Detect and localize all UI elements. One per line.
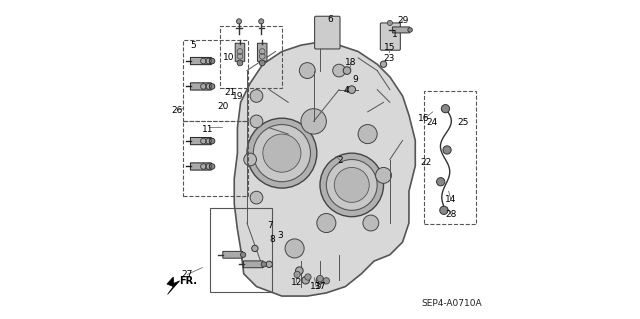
Circle shape [334, 167, 369, 202]
Circle shape [300, 63, 316, 78]
Circle shape [317, 213, 336, 233]
Text: SEP4-A0710A: SEP4-A0710A [421, 299, 482, 308]
Circle shape [376, 167, 392, 183]
Text: 16: 16 [419, 114, 430, 123]
Circle shape [266, 261, 273, 268]
Circle shape [316, 276, 324, 284]
Text: 8: 8 [269, 235, 275, 244]
Circle shape [363, 215, 379, 231]
Circle shape [285, 239, 304, 258]
Circle shape [380, 61, 387, 67]
FancyBboxPatch shape [257, 43, 267, 61]
Text: 19: 19 [232, 92, 243, 101]
Text: 7: 7 [268, 221, 273, 230]
Text: 17: 17 [315, 282, 326, 291]
Circle shape [259, 19, 264, 24]
Text: 28: 28 [445, 210, 456, 219]
FancyBboxPatch shape [191, 163, 211, 170]
FancyBboxPatch shape [191, 57, 211, 65]
Circle shape [333, 64, 346, 77]
Circle shape [408, 28, 412, 32]
Text: 11: 11 [202, 124, 214, 134]
Circle shape [244, 153, 257, 166]
Circle shape [247, 118, 317, 188]
FancyBboxPatch shape [315, 16, 340, 49]
Text: 22: 22 [420, 158, 432, 167]
Circle shape [250, 90, 263, 102]
FancyBboxPatch shape [380, 23, 401, 50]
Text: 27: 27 [182, 270, 193, 279]
Circle shape [263, 134, 301, 172]
Circle shape [443, 146, 451, 154]
Circle shape [436, 178, 445, 186]
Text: 18: 18 [345, 58, 356, 67]
FancyBboxPatch shape [191, 83, 211, 90]
Circle shape [294, 271, 300, 278]
Text: 2: 2 [338, 156, 344, 165]
Text: 20: 20 [218, 102, 229, 111]
Circle shape [320, 153, 383, 217]
Text: 5: 5 [190, 41, 196, 50]
Circle shape [440, 206, 448, 214]
FancyBboxPatch shape [223, 251, 243, 258]
Circle shape [348, 86, 356, 93]
Text: 21: 21 [225, 88, 236, 97]
FancyBboxPatch shape [243, 261, 263, 268]
Circle shape [261, 262, 266, 267]
Text: 26: 26 [172, 106, 183, 115]
Circle shape [237, 60, 243, 66]
Text: FR.: FR. [180, 276, 198, 286]
Circle shape [317, 275, 323, 282]
Circle shape [250, 115, 263, 128]
Circle shape [209, 84, 215, 89]
Circle shape [241, 252, 246, 257]
Circle shape [253, 124, 310, 182]
Circle shape [442, 105, 449, 113]
Text: 3: 3 [277, 231, 283, 240]
Text: 4: 4 [343, 86, 349, 95]
Circle shape [326, 160, 377, 210]
Text: 13: 13 [310, 282, 322, 291]
Circle shape [209, 164, 215, 169]
Circle shape [259, 60, 265, 66]
Circle shape [236, 19, 241, 24]
Text: 10: 10 [223, 53, 235, 62]
Circle shape [343, 67, 351, 74]
Circle shape [302, 276, 310, 284]
Circle shape [323, 278, 330, 284]
Circle shape [301, 109, 326, 134]
Text: 12: 12 [291, 278, 302, 287]
Text: 9: 9 [352, 75, 358, 84]
FancyBboxPatch shape [235, 43, 244, 61]
Circle shape [209, 58, 215, 64]
FancyBboxPatch shape [191, 137, 211, 145]
Polygon shape [234, 42, 415, 296]
Text: 15: 15 [383, 43, 395, 52]
Circle shape [296, 267, 303, 274]
Circle shape [252, 245, 258, 252]
Circle shape [209, 138, 215, 144]
Circle shape [305, 274, 311, 280]
FancyBboxPatch shape [392, 27, 410, 33]
Text: 29: 29 [397, 16, 409, 25]
Circle shape [250, 191, 263, 204]
Text: 23: 23 [383, 54, 395, 63]
Polygon shape [167, 277, 180, 294]
Text: 14: 14 [445, 195, 456, 204]
Circle shape [358, 124, 377, 144]
Text: 6: 6 [328, 15, 333, 24]
Circle shape [387, 20, 392, 26]
Text: 24: 24 [426, 117, 438, 127]
Text: 1: 1 [392, 30, 398, 39]
Text: 25: 25 [457, 117, 468, 127]
